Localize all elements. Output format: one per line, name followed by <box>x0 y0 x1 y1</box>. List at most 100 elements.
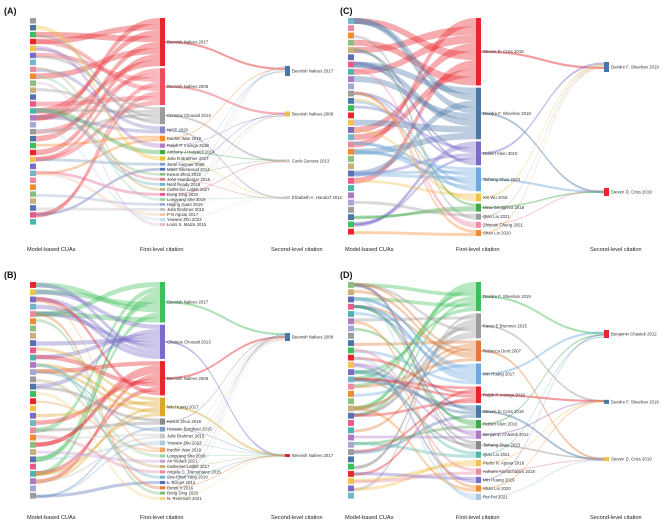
axis-label-model-based: Model-based CUAs <box>345 247 394 253</box>
cua-node <box>30 303 36 310</box>
cua-node <box>348 427 354 434</box>
flow-band <box>481 400 604 490</box>
cua-node <box>348 354 354 361</box>
first-level-node <box>160 480 165 485</box>
cua-node <box>30 492 36 499</box>
flow-band <box>36 347 160 401</box>
flow-band <box>354 128 476 199</box>
first-level-label: Kaohin Wan 2019 <box>167 136 202 141</box>
flow-band <box>354 377 476 398</box>
flow-band <box>36 18 160 121</box>
flow-band <box>165 113 285 170</box>
cua-node <box>348 18 354 24</box>
flow-band <box>36 72 160 134</box>
axis-label-second-level: Second-level citation <box>271 515 323 521</box>
first-level-node <box>160 198 165 201</box>
flow-band <box>36 95 160 107</box>
flow-band <box>354 282 476 353</box>
flow-band <box>354 284 476 450</box>
flow-band <box>36 88 160 122</box>
flow-band <box>354 282 476 333</box>
first-level-node <box>160 475 165 479</box>
flow-band <box>354 305 476 426</box>
flow-band <box>354 283 476 297</box>
first-level-label: Catherine Labbé 2017 <box>167 187 210 192</box>
cua-node <box>348 163 354 170</box>
flow-band <box>165 115 285 190</box>
first-level-label: N. Reinmuth 2021 <box>167 496 202 501</box>
flow-band <box>354 364 476 484</box>
flow-band <box>354 173 476 180</box>
cua-node <box>30 361 36 368</box>
cua-node <box>348 420 354 426</box>
flow-band <box>481 112 604 194</box>
flow-band <box>165 339 285 462</box>
flow-band <box>481 66 604 234</box>
first-level-label: Youwen Zhu 2023 <box>167 440 202 445</box>
cua-node <box>30 427 36 434</box>
cua-node <box>30 340 36 346</box>
flow-band <box>36 60 160 121</box>
flow-band <box>36 363 160 407</box>
flow-band <box>481 349 604 461</box>
flow-band <box>36 426 160 499</box>
flow-band <box>354 307 476 375</box>
flow-band <box>165 40 285 70</box>
cua-node <box>30 347 36 354</box>
first-level-node <box>160 172 165 176</box>
flow-band <box>354 91 476 163</box>
flow-band <box>354 34 476 75</box>
first-level-node <box>476 405 481 418</box>
first-level-node <box>160 282 165 323</box>
second-level-node <box>604 399 609 404</box>
cua-node <box>348 97 354 104</box>
first-level-label: Hossein Borghaei 2015 <box>167 427 212 432</box>
flow-band <box>354 358 476 389</box>
first-level-label: Karen E Bremner 2015 <box>483 323 528 328</box>
flow-band <box>354 39 476 86</box>
cua-node <box>348 492 354 499</box>
first-level-node <box>160 107 165 125</box>
flow-band <box>36 68 160 162</box>
axis-label-second-level: Second-level citation <box>271 247 323 253</box>
first-level-label: Julie R Brahmer 2017 <box>167 156 209 161</box>
flow-band <box>354 151 476 171</box>
flow-band <box>165 197 285 200</box>
cua-node <box>30 31 36 38</box>
flow-band <box>354 322 476 469</box>
flow-band <box>36 386 160 422</box>
flow-band <box>481 64 604 218</box>
flow-band <box>481 62 604 155</box>
cua-node <box>30 470 36 477</box>
flow-band <box>354 61 476 127</box>
flow-band <box>165 66 285 225</box>
flow-band <box>481 334 604 481</box>
flow-band <box>36 110 160 181</box>
flow-band <box>165 151 285 161</box>
flow-band <box>36 378 160 469</box>
flow-band <box>354 289 476 388</box>
first-level-node <box>476 213 481 220</box>
flow-band <box>165 114 285 210</box>
first-level-label: Longyang She 2019 <box>167 453 206 458</box>
flow-band <box>354 356 476 497</box>
flow-band <box>481 459 604 473</box>
first-level-label: Min Huang 2017 <box>167 404 199 409</box>
first-level-label: Beenish Nafees 2017 <box>167 40 209 45</box>
flow-band <box>354 297 476 308</box>
cua-node <box>30 412 36 419</box>
cua-node <box>348 199 354 206</box>
cua-node <box>348 412 354 419</box>
flow-band <box>165 301 285 336</box>
first-level-label: Szu-Chun Yang 2019 <box>167 475 208 480</box>
axis-label-model-based: Model-based CUAs <box>27 515 76 521</box>
first-level-node <box>160 223 165 226</box>
flow-band <box>354 371 476 455</box>
cua-node <box>348 296 354 303</box>
cua-node <box>348 177 354 184</box>
flow-band <box>36 363 160 458</box>
flow-band <box>354 335 476 417</box>
flow-band <box>36 311 160 323</box>
panels-layer: (A) Model-based CUAs First-level citation S… <box>4 6 659 521</box>
